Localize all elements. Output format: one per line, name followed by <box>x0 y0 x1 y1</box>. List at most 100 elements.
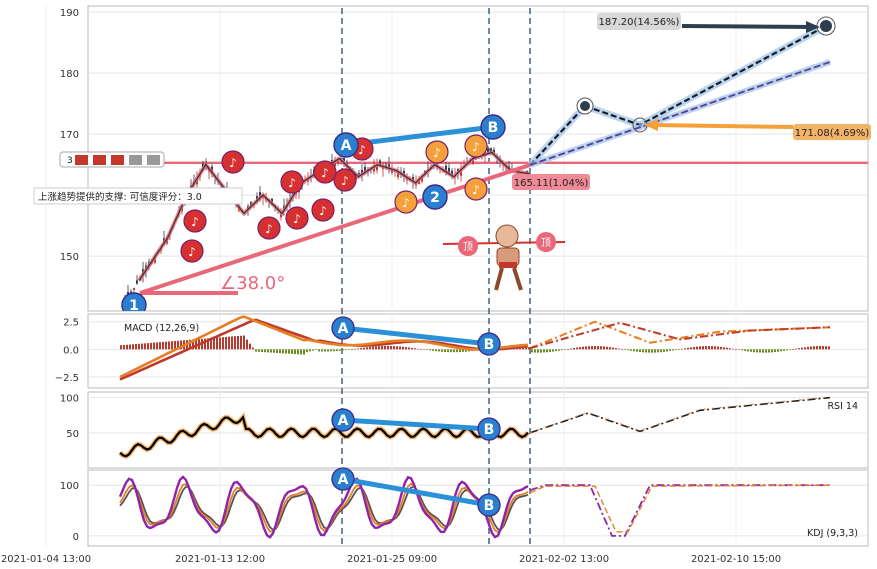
signal-marker <box>333 168 357 192</box>
macd-bar <box>528 347 530 350</box>
divergence-node-label: B <box>484 337 495 353</box>
macd-tick-label: 2.5 <box>63 318 79 329</box>
macd-bar <box>588 346 590 350</box>
macd-bar <box>786 349 788 351</box>
macd-bar <box>741 349 743 351</box>
macd-bar <box>411 347 413 350</box>
macd-bar <box>564 349 566 350</box>
macd-bar <box>399 346 401 350</box>
macd-bar <box>423 349 425 350</box>
macd-bar <box>393 346 395 350</box>
grid-lines <box>45 6 868 546</box>
macd-bar <box>522 346 524 350</box>
macd-bar <box>813 346 815 350</box>
macd-bar <box>255 349 257 352</box>
pattern-nodes: 1 A 2 B <box>121 114 506 311</box>
macd-bar <box>606 346 608 350</box>
macd-bar <box>459 349 461 353</box>
macd-bar <box>210 338 212 350</box>
macd-bar <box>792 349 794 350</box>
macd-bar <box>405 347 407 350</box>
macd-bar <box>303 349 305 355</box>
figure-belt <box>499 262 517 268</box>
macd-bar <box>594 346 596 350</box>
macd-bar <box>450 349 452 353</box>
signal-marker <box>311 198 335 222</box>
macd-bar <box>750 349 752 352</box>
macd-bar <box>720 346 722 350</box>
macd-histogram <box>120 335 830 355</box>
kdj-divergence-line <box>342 476 490 508</box>
signal-marker <box>464 177 488 201</box>
signal-marker-glyph: ♪ <box>319 204 327 218</box>
signal-marker <box>180 239 204 263</box>
macd-bar <box>531 349 533 353</box>
label-upper: 187.20(14.56%) <box>599 17 680 28</box>
divergence-nodes: A B A B A B <box>331 316 501 517</box>
signal-marker-glyph: ♪ <box>265 222 273 236</box>
macd-bar <box>414 348 416 350</box>
macd-bar <box>432 349 434 351</box>
macd-bar <box>288 349 290 354</box>
divergence-node-label: B <box>484 498 495 514</box>
signal-marker-glyph: ♪ <box>229 156 237 170</box>
macd-bar <box>555 349 557 352</box>
macd-bar <box>747 349 749 352</box>
macd-bar <box>120 345 122 350</box>
macd-bar <box>330 349 332 352</box>
macd-bar <box>435 349 437 352</box>
macd-bar <box>309 349 311 352</box>
candle-body <box>472 158 474 164</box>
macd-bar <box>219 337 221 350</box>
macd-bar <box>783 349 785 351</box>
macd-bar <box>708 346 710 350</box>
macd-bar <box>546 349 548 353</box>
signal-marker-glyph: ♪ <box>472 183 480 197</box>
macd-bar <box>585 346 587 350</box>
kdj-tick-label: 100 <box>60 481 79 492</box>
pattern-node-label: B <box>488 120 499 136</box>
macd-bar <box>618 348 620 350</box>
figure-head <box>495 224 519 248</box>
macd-bar <box>396 346 398 350</box>
support-note: 上涨趋势提供的支撑: 可信度评分：3.0 <box>38 191 202 203</box>
signal-marker-glyph: ♪ <box>191 215 199 229</box>
macd-bar <box>270 349 272 353</box>
macd-bar <box>717 346 719 350</box>
macd-bar <box>363 347 365 350</box>
rating-mark-1 <box>75 155 88 165</box>
signal-marker <box>285 206 309 230</box>
macd-bar <box>300 349 302 355</box>
figure-leg-right <box>512 267 523 291</box>
arrow-mid <box>649 123 794 129</box>
macd-bar <box>336 349 338 352</box>
macd-bar <box>444 349 446 352</box>
projection-path <box>529 25 827 166</box>
macd-bar <box>828 346 830 350</box>
macd-bar <box>609 347 611 350</box>
macd-bar <box>735 349 737 350</box>
macd-bar <box>558 349 560 351</box>
macd-bar <box>318 349 320 352</box>
divergence-node-B <box>477 332 501 356</box>
pattern-node-2 <box>422 184 448 210</box>
top-signal-left-label: 顶 <box>463 241 473 253</box>
macd-bar <box>801 347 803 350</box>
y-axis-ticks: 150 170 180 190 −2.5 0.0 2.5 50 100 0 100 <box>55 8 79 543</box>
signal-markers: ♪ ♪ ♪ ♪ ♪ ♪ ♪ ♪ ♪ ♪ ♪ ♪ ♪ ♪ <box>180 134 488 263</box>
divergence-node-A <box>331 408 355 432</box>
projection-path-2 <box>529 61 831 166</box>
macd-bar <box>312 349 314 351</box>
macd-bar <box>738 349 740 350</box>
macd-bar <box>462 349 464 352</box>
macd-bar <box>456 349 458 353</box>
macd-bar <box>663 349 665 352</box>
pattern-node-label: 2 <box>430 190 440 206</box>
macd-bar <box>549 349 551 352</box>
rsi-tick-label: 100 <box>60 394 79 405</box>
candle-body <box>379 160 381 166</box>
candle-body <box>334 161 336 167</box>
macd-bar <box>723 347 725 350</box>
macd-bar <box>591 346 593 350</box>
